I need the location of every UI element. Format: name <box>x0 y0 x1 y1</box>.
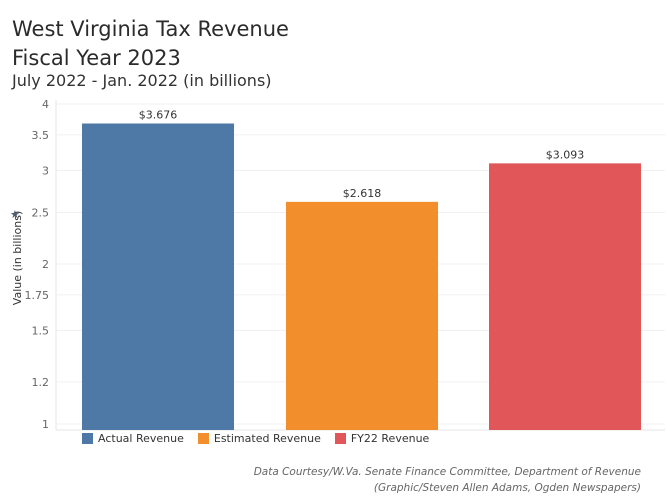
y-tick-label: 1.75 <box>25 289 50 302</box>
y-tick-label: 3.5 <box>32 129 50 142</box>
y-axis-label: Value (in billions) <box>11 211 24 305</box>
graphic-credit: (Graphic/Steven Allen Adams, Ogden Newsp… <box>373 482 641 494</box>
chart-title: West Virginia Tax Revenue <box>12 17 289 41</box>
y-tick-label: 3 <box>42 164 49 177</box>
bar-1 <box>82 123 234 431</box>
data-label: $2.618 <box>343 187 382 200</box>
bar-2 <box>286 201 438 430</box>
pin-icon: ★ <box>10 208 20 221</box>
legend-item[interactable]: Estimated Revenue <box>197 432 321 445</box>
legend-item[interactable]: FY22 Revenue <box>334 432 430 445</box>
source-credit: Data Courtesy/W.Va. Senate Finance Commi… <box>253 466 641 478</box>
legend-swatch <box>82 433 93 444</box>
legend-label: Actual Revenue <box>98 432 184 445</box>
y-tick-label: 1.5 <box>32 324 50 337</box>
data-label: $3.093 <box>546 148 585 161</box>
bar-3 <box>489 163 641 431</box>
y-tick-label: 1 <box>42 418 49 431</box>
y-tick-label: 1.2 <box>32 376 50 389</box>
y-tick-label: 2 <box>42 258 49 271</box>
legend: Actual Revenue Estimated Revenue FY22 Reve… <box>82 432 429 445</box>
data-label: $3.676 <box>139 108 178 121</box>
legend-label: FY22 Revenue <box>350 432 430 445</box>
legend-label: Estimated Revenue <box>213 432 321 445</box>
legend-item[interactable]: Actual Revenue <box>82 432 184 445</box>
y-tick-label: 4 <box>42 98 49 111</box>
chart-title-line2: Fiscal Year 2023 <box>12 46 181 70</box>
legend-swatch <box>197 433 209 444</box>
chart-subtitle: July 2022 - Jan. 2022 (in billions) <box>12 71 272 90</box>
y-tick-label: 2.5 <box>32 206 50 219</box>
legend-swatch <box>334 433 346 444</box>
